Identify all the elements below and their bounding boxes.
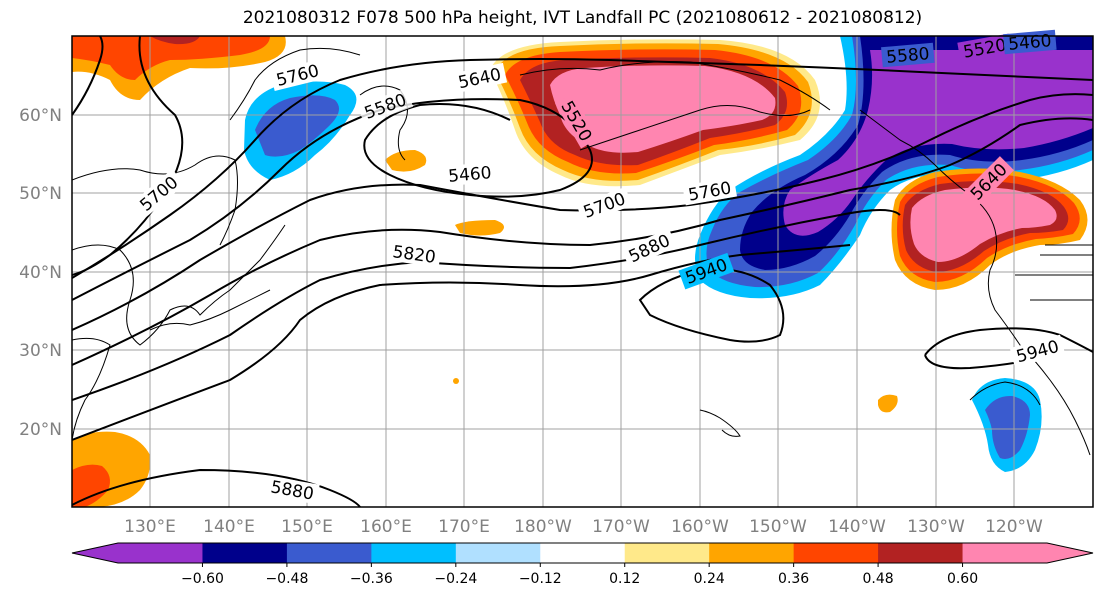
colorbar-cell (540, 543, 626, 563)
lon-label: 130°E (124, 517, 176, 537)
colorbar-tick-label: −0.60 (181, 571, 224, 587)
colorbar-cell (202, 543, 288, 563)
lon-label: 170°W (592, 517, 650, 537)
contour-label: 5460 (447, 163, 492, 187)
colorbar-cell (371, 543, 457, 563)
latitude-labels: 60°N 50°N 40°N 30°N 20°N (19, 106, 62, 440)
lat-label: 20°N (19, 420, 62, 440)
lon-label: 160°W (671, 517, 729, 537)
colorbar-tick-label: 0.12 (609, 571, 640, 587)
colorbar-tick-label: 0.24 (694, 571, 725, 587)
lon-label: 180°W (514, 517, 572, 537)
lon-label: 150°E (281, 517, 333, 537)
colorbar-tick-label: 0.36 (778, 571, 809, 587)
colorbar-cell (624, 543, 710, 563)
lon-label: 140°E (203, 517, 255, 537)
colorbar: −0.60 −0.48 −0.36 −0.24 −0.12 0.12 0.24 0.36 0.4… (71, 542, 1094, 587)
lon-label: 170°E (438, 517, 490, 537)
longitude-labels: 130°E 140°E 150°E 160°E 170°E 180°W 170°… (124, 517, 1043, 537)
lon-label: 150°W (749, 517, 807, 537)
colorbar-tick-label: −0.36 (350, 571, 393, 587)
colorbar-cell (962, 543, 1048, 563)
height-contours (72, 36, 1093, 507)
colorbar-cell (286, 543, 372, 563)
lon-label: 130°W (907, 517, 965, 537)
colorbar-cell (793, 543, 879, 563)
colorbar-tick-label: −0.24 (434, 571, 477, 587)
colorbar-max-extend (1047, 543, 1093, 563)
colorbar-cell (709, 543, 795, 563)
lon-label: 160°E (360, 517, 412, 537)
colorbar-tick-label: −0.12 (519, 571, 562, 587)
colorbar-tick-label: 0.48 (863, 571, 894, 587)
colorbar-tick-label: −0.48 (265, 571, 308, 587)
lat-label: 50°N (19, 184, 62, 204)
lat-label: 30°N (19, 341, 62, 361)
contour-label: 5580 (885, 44, 930, 68)
map-frame (71, 35, 1094, 508)
colorbar-min-extend (72, 543, 118, 563)
contour-label: 5460 (1007, 31, 1052, 55)
lat-label: 60°N (19, 106, 62, 126)
colorbar-cell (118, 543, 203, 563)
colorbar-cell (878, 543, 964, 563)
lat-label: 40°N (19, 263, 62, 283)
lon-label: 120°W (985, 517, 1043, 537)
map-title: 2021080312 F078 500 hPa height, IVT Land… (242, 8, 923, 28)
colorbar-cell (455, 543, 541, 563)
colorbar-tick-label: 0.60 (947, 571, 978, 587)
lon-label: 140°W (828, 517, 886, 537)
